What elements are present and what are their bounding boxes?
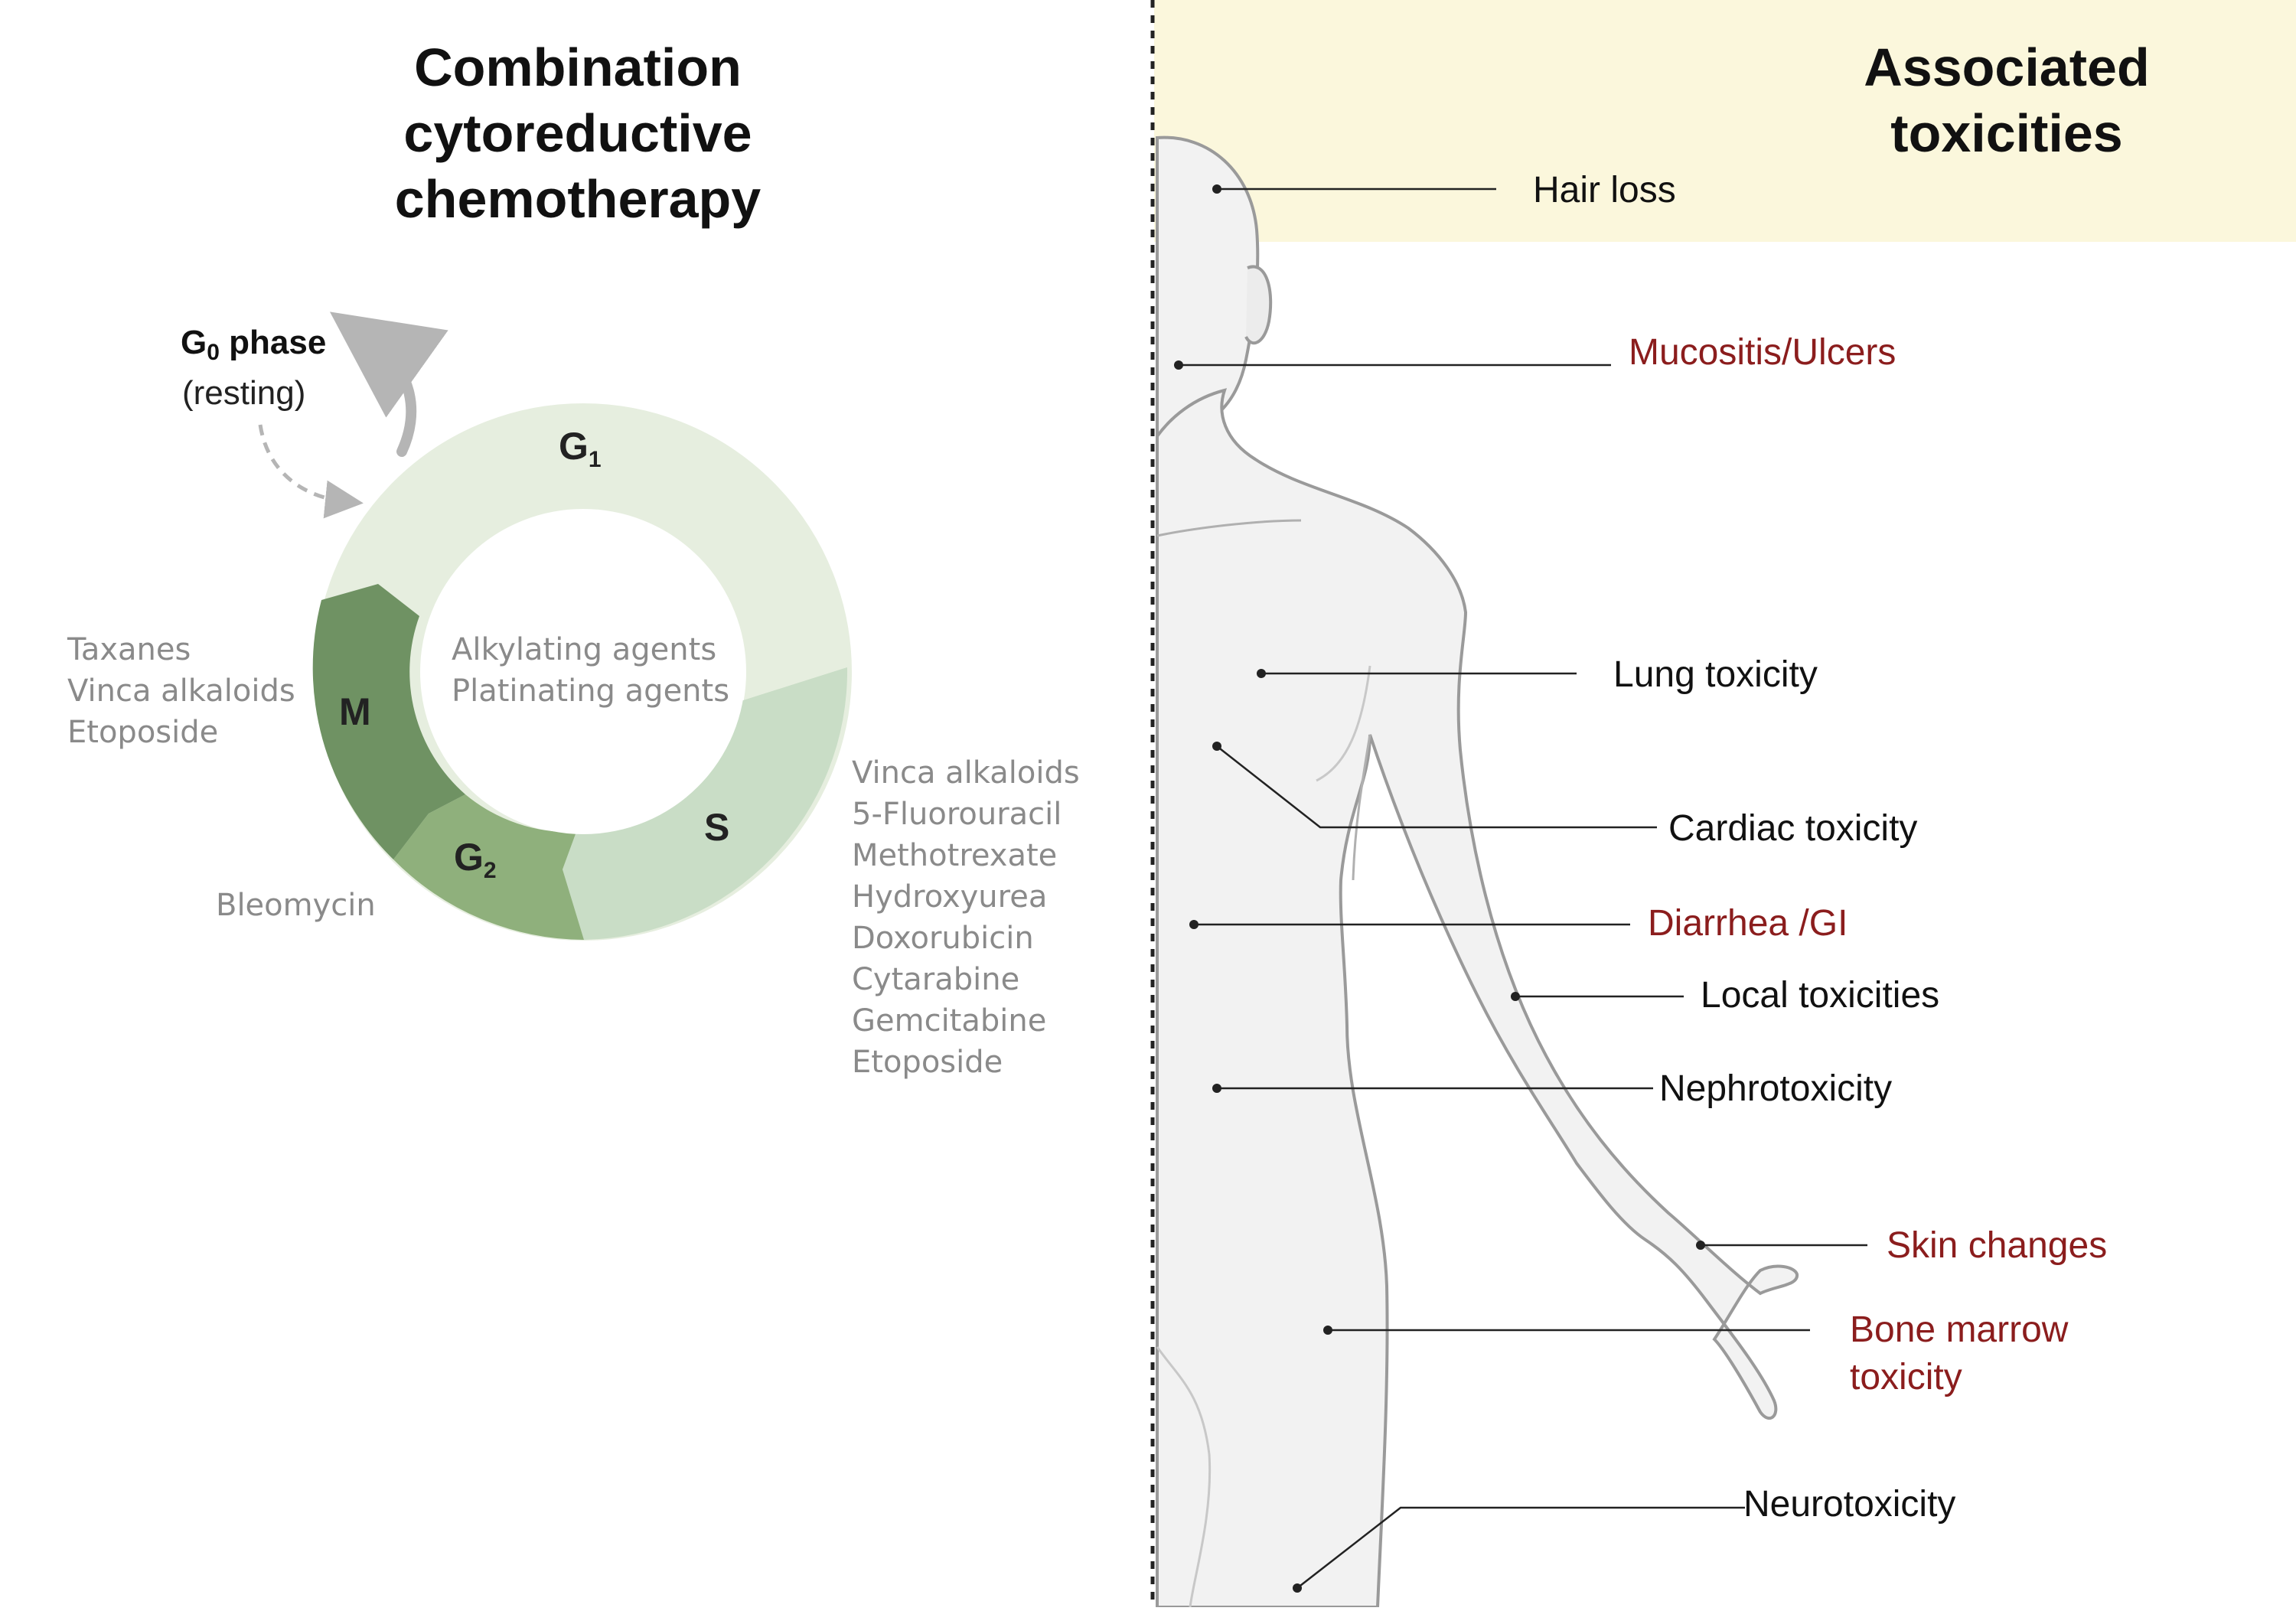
s-drug-list: Vinca alkaloids 5-Fluorouracil Methotrex… [852,755,1080,1080]
dot-mucositis [1174,360,1183,370]
right-title-line-2: toxicities [1890,103,2122,163]
toxicity-nephro: Nephrotoxicity [1659,1068,1892,1109]
s-drug-2: 5-Fluorouracil [852,797,1062,832]
phase-g2-segment [393,794,584,940]
left-title-line-1: Combination [414,38,742,97]
dot-neuro [1293,1583,1302,1593]
toxicity-lung: Lung toxicity [1613,654,1818,695]
leader-dots [1174,184,1705,1593]
left-title: Combination cytoreductive chemotherapy [395,38,762,229]
s-drug-4: Hydroxyurea [852,879,1047,915]
s-drug-1: Vinca alkaloids [852,755,1080,791]
dot-bone-marrow [1323,1326,1332,1335]
left-title-line-3: chemotherapy [395,169,762,229]
dot-nephro [1212,1084,1221,1093]
dot-hair [1212,184,1221,194]
right-title: Associated toxicities [1864,38,2149,163]
phase-m-segment [312,584,465,859]
g0-phase-label: G0 phase [181,324,326,365]
s-drug-6: Cytarabine [852,962,1019,997]
cell-cycle-ring: G1 S G2 M [312,403,852,941]
phase-s-segment [563,667,848,940]
center-drug-1: Alkylating agents [452,632,716,667]
dot-cardiac [1212,742,1221,751]
leader-lines [1179,188,1867,1589]
toxicity-neuro: Neurotoxicity [1743,1484,1955,1525]
m-drug-3: Etoposide [67,715,218,750]
toxicity-hair-loss: Hair loss [1533,170,1676,210]
toxicity-local: Local toxicities [1701,975,1939,1016]
g0-resting-label: (resting) [182,374,305,412]
toxicity-diarrhea: Diarrhea /GI [1648,903,1848,944]
dot-lung [1257,669,1266,678]
center-drug-2: Platinating agents [452,673,729,709]
leader-cardiac [1216,745,1657,829]
s-drug-8: Etoposide [852,1045,1003,1080]
phase-g2-label: G2 [454,836,497,883]
body-ear [1244,265,1273,345]
m-drug-2: Vinca alkaloids [67,673,295,709]
g2-drug-1: Bleomycin [216,888,376,923]
toxicity-mucositis: Mucositis/Ulcers [1629,332,1896,373]
toxicities-header-band [1154,0,2296,242]
leader-neuro [1296,1506,1745,1589]
ring-center [421,510,745,834]
s-drug-7: Gemcitabine [852,1003,1046,1039]
right-title-line-1: Associated [1864,38,2149,97]
m-drug-1: Taxanes [67,632,191,667]
human-body-figure [1156,135,1799,1609]
s-drug-3: Methotrexate [852,838,1057,873]
phase-s-label: S [704,806,729,849]
s-drug-5: Doxorubicin [852,921,1034,956]
dot-skin [1696,1241,1705,1250]
toxicity-bone-marrow-line-2: toxicity [1850,1357,1962,1397]
body-torso-arm-leg [1156,388,1799,1609]
left-title-line-2: cytoreductive [403,103,752,163]
dot-diarrhea [1189,920,1199,929]
toxicity-labels: Hair loss Mucositis/Ulcers Lung toxicity… [1533,170,2107,1525]
phase-m-label: M [339,690,371,733]
toxicity-skin: Skin changes [1887,1225,2107,1266]
dot-local [1511,992,1520,1001]
toxicity-cardiac: Cardiac toxicity [1668,808,1917,849]
g0-return-arrow [258,424,364,519]
body-head [1156,135,1260,439]
toxicity-bone-marrow-line-1: Bone marrow [1850,1309,2069,1350]
g0-exit-arrow [329,311,448,457]
phase-g1-label: G1 [559,425,602,472]
